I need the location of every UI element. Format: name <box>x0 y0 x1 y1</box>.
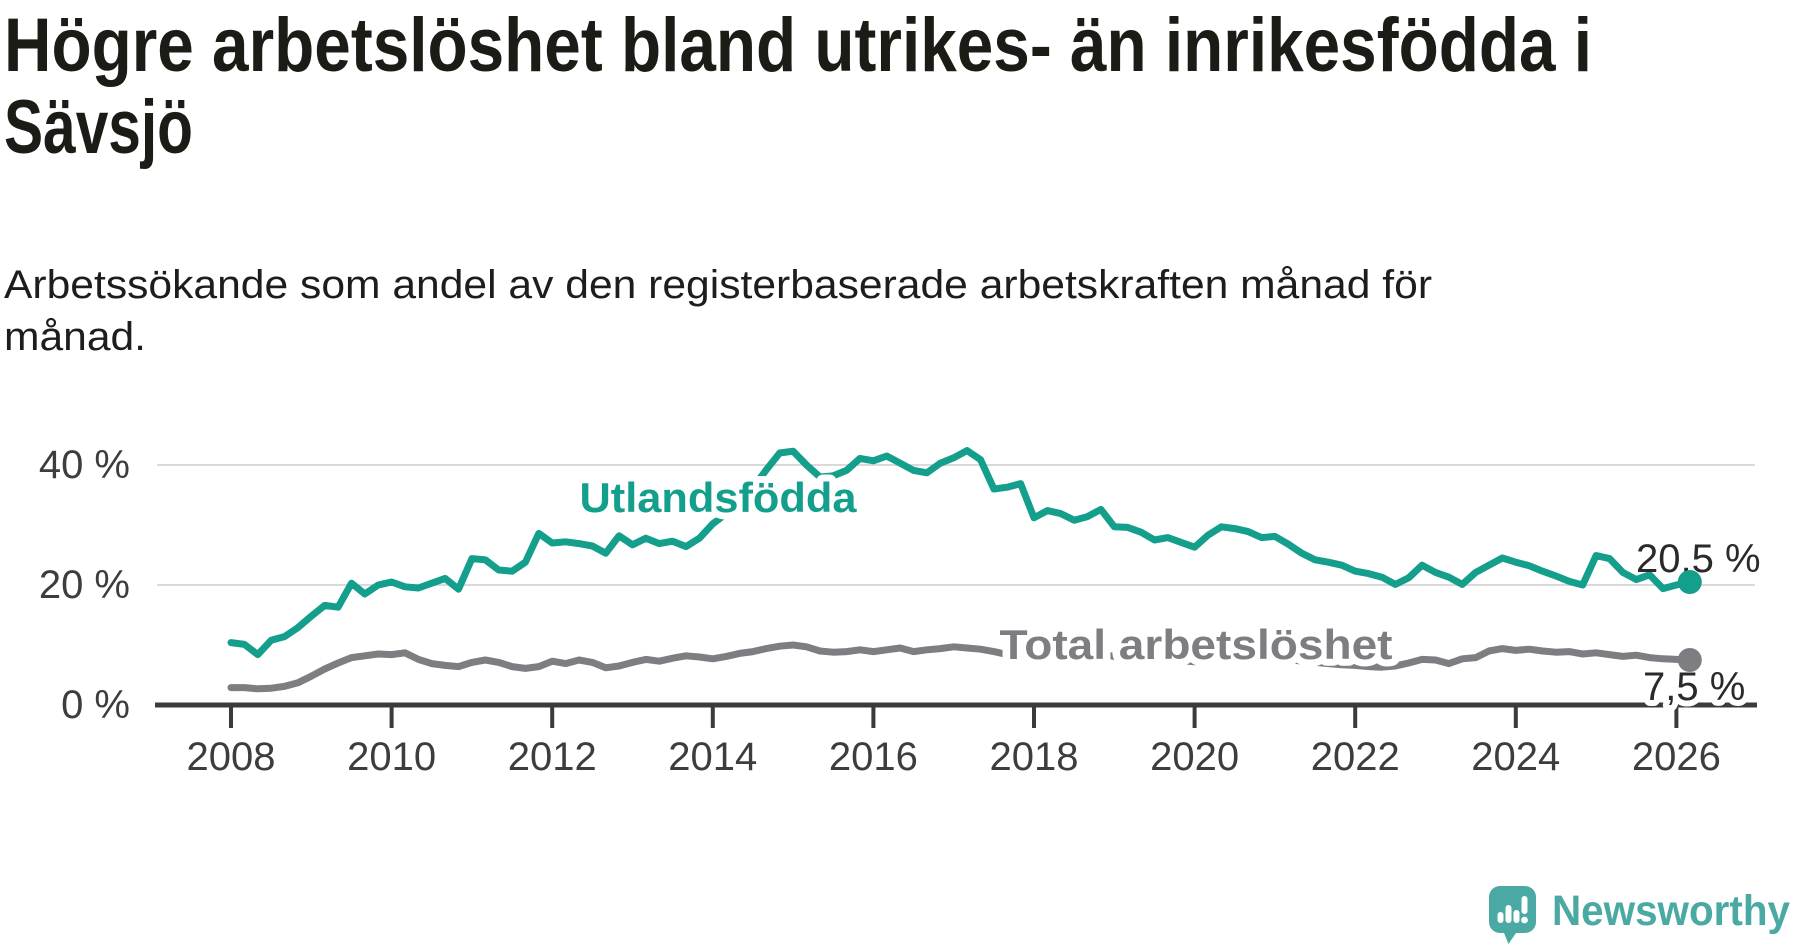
y-tick-label-20: 20 % <box>39 563 130 607</box>
series-label-utlandsfodda: Utlandsfödda <box>580 474 858 521</box>
series-lines <box>227 447 1694 693</box>
x-tick-label-2022: 2022 <box>1311 735 1400 779</box>
x-tick-label-2012: 2012 <box>508 735 597 779</box>
x-tick-label-2026: 2026 <box>1632 735 1721 779</box>
y-tick-label-40: 40 % <box>39 443 130 487</box>
newsworthy-wordmark: Newsworthy <box>1552 887 1790 935</box>
bar-small <box>1497 912 1504 923</box>
x-tick-label-2018: 2018 <box>990 735 1079 779</box>
x-tick-label-2010: 2010 <box>347 735 436 779</box>
endpoint-dot-utlandsfodda <box>1677 570 1702 594</box>
chart-subtitle-line1: Arbetssökande som andel av den registerb… <box>4 263 1432 307</box>
y-axis-labels: 0 % 20 % 40 % <box>39 443 130 727</box>
x-tick-label-2024: 2024 <box>1471 735 1560 779</box>
x-tick-label-2020: 2020 <box>1150 735 1239 779</box>
series-line-total-arbetsloshet <box>227 641 1694 693</box>
endpoint-dot-total-arbetsloshet <box>1677 648 1702 672</box>
series-line-utlandsfodda <box>227 447 1694 659</box>
newsworthy-branding: Newsworthy <box>1489 886 1790 944</box>
page-title-line2: Sävsjö <box>4 85 193 170</box>
series-labels: Utlandsfödda Total arbetslöshet <box>573 467 1400 675</box>
series-label-total-arbetsloshet: Total arbetslöshet <box>1000 621 1393 668</box>
chart-header: Högre arbetslöshet bland utrikes- än inr… <box>4 3 1592 359</box>
exclamation-stem <box>1521 896 1528 914</box>
end-value-labels: 20,5 % 7,5 % <box>1636 537 1761 715</box>
x-axis: 2008 2010 2012 2014 2016 2018 2020 2022 2024 2026 <box>155 702 1757 779</box>
y-tick-label-0: 0 % <box>61 683 130 727</box>
x-tick-label-2016: 2016 <box>829 735 918 779</box>
exclamation-dot <box>1521 916 1528 924</box>
page-title-line1: Högre arbetslöshet bland utrikes- än inr… <box>4 3 1592 88</box>
x-tick-label-2014: 2014 <box>668 735 757 779</box>
newsworthy-logo-icon <box>1489 886 1536 944</box>
x-tick-label-2008: 2008 <box>187 735 276 779</box>
end-value-label-total: 7,5 % <box>1643 665 1745 709</box>
endpoint-dots <box>1677 570 1702 672</box>
bar-medium <box>1513 910 1520 923</box>
speech-bubble-icon <box>1489 886 1536 944</box>
bar-tall <box>1505 905 1512 923</box>
gridlines <box>157 464 1755 586</box>
bar-chart-glyph <box>1497 896 1528 924</box>
chart-subtitle-line2: månad. <box>4 315 146 359</box>
